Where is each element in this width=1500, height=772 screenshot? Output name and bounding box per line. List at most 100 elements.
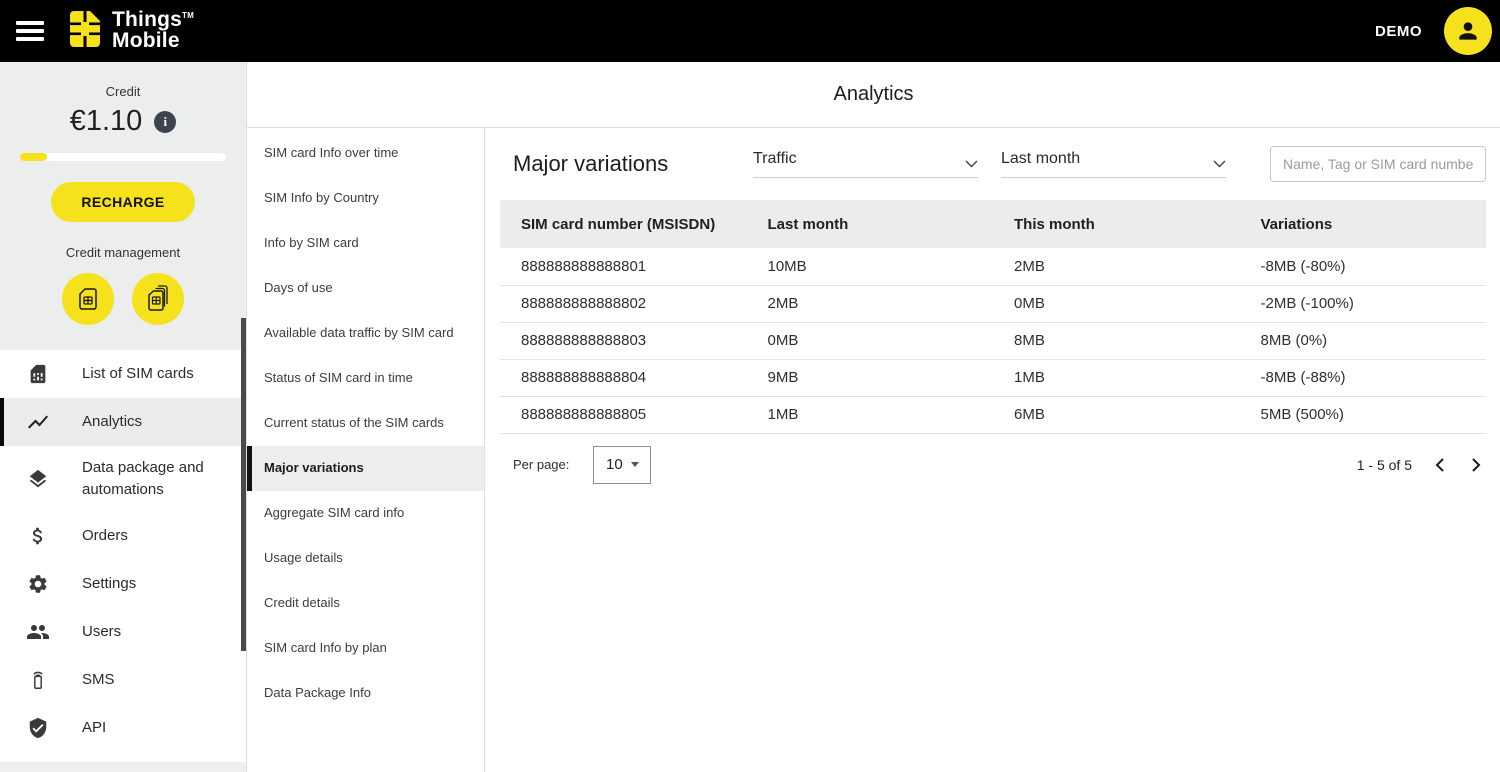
analytics-subnav: SIM card Info over time SIM Info by Coun… <box>247 128 485 772</box>
subnav-item-sim-card-info-over-time[interactable]: SIM card Info over time <box>264 145 399 161</box>
cell-this-month: 2MB <box>993 248 1240 286</box>
brand-name: ThingsTM Mobile <box>112 8 194 52</box>
cell-variations: 8MB (0%) <box>1239 322 1486 360</box>
single-sim-button[interactable] <box>62 273 114 325</box>
shield-check-icon <box>26 717 50 739</box>
title-divider <box>247 127 1500 128</box>
next-page-button[interactable] <box>1467 453 1486 477</box>
cell-msisdn: 888888888888802 <box>500 285 747 323</box>
cell-this-month: 6MB <box>993 396 1240 434</box>
sidebar-bottom-strip <box>0 762 246 772</box>
gear-icon <box>26 573 50 595</box>
chevron-right-icon <box>1472 457 1481 472</box>
info-icon[interactable]: i <box>154 110 177 133</box>
column-header-variations: Variations <box>1260 215 1333 233</box>
cell-last-month: 0MB <box>746 322 993 360</box>
demo-badge: DEMO <box>1375 22 1422 40</box>
subnav-item-major-variations[interactable]: Major variations <box>247 446 484 491</box>
cell-variations: -2MB (-100%) <box>1239 285 1486 323</box>
column-header-last-month: Last month <box>767 215 849 233</box>
phone-ring-icon <box>26 669 50 691</box>
table-row[interactable]: 888888888888801 10MB 2MB -8MB (-80%) <box>500 248 1486 286</box>
column-header-msisdn: SIM card number (MSISDN) <box>521 215 716 233</box>
line-chart-icon <box>26 410 50 434</box>
cell-this-month: 8MB <box>993 322 1240 360</box>
page-title: Analytics <box>833 83 914 105</box>
credit-progress-bar <box>20 153 226 161</box>
metric-select[interactable]: Traffic <box>753 150 978 178</box>
cell-msisdn: 888888888888805 <box>500 396 747 434</box>
page-title-bar: Analytics <box>247 62 1500 127</box>
sidebar-item-orders[interactable]: Orders <box>0 512 246 560</box>
previous-page-button[interactable] <box>1430 453 1449 477</box>
subnav-item-data-package-info[interactable]: Data Package Info <box>264 685 371 701</box>
sidebar-item-data-package-and-automations[interactable]: Data package and automations <box>0 446 246 512</box>
sim-logo-icon <box>66 9 104 54</box>
credit-amount: €1.10 <box>69 105 143 137</box>
top-header-bar: ThingsTM Mobile DEMO <box>0 0 1500 62</box>
person-icon <box>1459 22 1477 40</box>
main-panel: Major variations Traffic Last month SI <box>485 128 1500 772</box>
subnav-item-days-of-use[interactable]: Days of use <box>264 280 333 296</box>
chevron-left-icon <box>1435 457 1444 472</box>
primary-nav: List of SIM cards Analytics Data package… <box>0 350 246 752</box>
search-input[interactable] <box>1270 146 1486 182</box>
subnav-item-sim-info-by-country[interactable]: SIM Info by Country <box>264 190 379 206</box>
subnav-item-usage-details[interactable]: Usage details <box>264 550 343 566</box>
sim-card-outline-icon <box>79 288 97 310</box>
sidebar-item-sms[interactable]: SMS <box>0 656 246 704</box>
subnav-item-aggregate-sim-card-info[interactable]: Aggregate SIM card info <box>264 505 405 521</box>
subnav-item-info-by-sim-card[interactable]: Info by SIM card <box>264 235 359 251</box>
cell-msisdn: 888888888888803 <box>500 322 747 360</box>
cell-last-month: 9MB <box>746 359 993 397</box>
variations-table: SIM card number (MSISDN) Last month This… <box>500 200 1486 434</box>
sidebar-item-settings[interactable]: Settings <box>0 560 246 608</box>
primary-sidebar: Credit €1.10 i RECHARGE Credit managemen… <box>0 62 247 772</box>
sidebar-item-api[interactable]: API <box>0 704 246 752</box>
table-row[interactable]: 888888888888804 9MB 1MB -8MB (-88%) <box>500 359 1486 397</box>
layers-icon <box>26 468 50 490</box>
per-page-select[interactable]: 10 <box>593 445 652 484</box>
hamburger-menu-icon[interactable] <box>16 21 44 41</box>
table-row[interactable]: 888888888888802 2MB 0MB -2MB (-100%) <box>500 285 1486 323</box>
credit-progress-fill <box>20 153 47 161</box>
recharge-button[interactable]: RECHARGE <box>51 182 195 222</box>
credit-label: Credit <box>105 84 141 99</box>
subnav-item-current-status[interactable]: Current status of the SIM cards <box>264 415 444 431</box>
table-row[interactable]: 888888888888805 1MB 6MB 5MB (500%) <box>500 396 1486 434</box>
cell-msisdn: 888888888888801 <box>500 248 747 286</box>
metric-select-value: Traffic <box>753 150 797 167</box>
cell-this-month: 1MB <box>993 359 1240 397</box>
per-page-value: 10 <box>606 456 623 473</box>
subnav-item-available-data-traffic[interactable]: Available data traffic by SIM card <box>264 325 454 341</box>
section-title: Major variations <box>513 151 669 176</box>
cell-last-month: 10MB <box>746 248 993 286</box>
sidebar-item-analytics[interactable]: Analytics <box>0 398 246 446</box>
credit-management-label: Credit management <box>65 245 181 260</box>
trademark-symbol: TM <box>182 11 194 21</box>
cell-msisdn: 888888888888804 <box>500 359 747 397</box>
cell-variations: -8MB (-88%) <box>1239 359 1486 397</box>
stacked-sim-cards-icon <box>148 285 168 311</box>
caret-down-icon <box>630 462 639 467</box>
table-header-row: SIM card number (MSISDN) Last month This… <box>500 200 1486 248</box>
credit-section: Credit €1.10 i RECHARGE Credit managemen… <box>0 62 246 350</box>
chevron-down-icon <box>1213 160 1226 168</box>
table-row[interactable]: 888888888888803 0MB 8MB 8MB (0%) <box>500 322 1486 360</box>
period-select[interactable]: Last month <box>1001 150 1226 178</box>
multi-sim-button[interactable] <box>132 273 184 325</box>
period-select-value: Last month <box>1001 150 1081 167</box>
sidebar-item-users[interactable]: Users <box>0 608 246 656</box>
sidebar-scrollbar-thumb[interactable] <box>241 318 246 651</box>
people-icon <box>26 620 50 644</box>
user-avatar-button[interactable] <box>1444 7 1492 55</box>
sidebar-item-list-of-sim-cards[interactable]: List of SIM cards <box>0 350 246 398</box>
brand-logo[interactable]: ThingsTM Mobile <box>66 9 194 54</box>
subnav-item-sim-card-info-by-plan[interactable]: SIM card Info by plan <box>264 640 387 656</box>
cell-variations: 5MB (500%) <box>1239 396 1486 434</box>
subnav-item-credit-details[interactable]: Credit details <box>264 595 340 611</box>
sim-card-icon <box>26 363 50 385</box>
subnav-item-status-of-sim-card-in-time[interactable]: Status of SIM card in time <box>264 370 413 386</box>
cell-last-month: 1MB <box>746 396 993 434</box>
per-page-label: Per page: <box>513 457 570 472</box>
